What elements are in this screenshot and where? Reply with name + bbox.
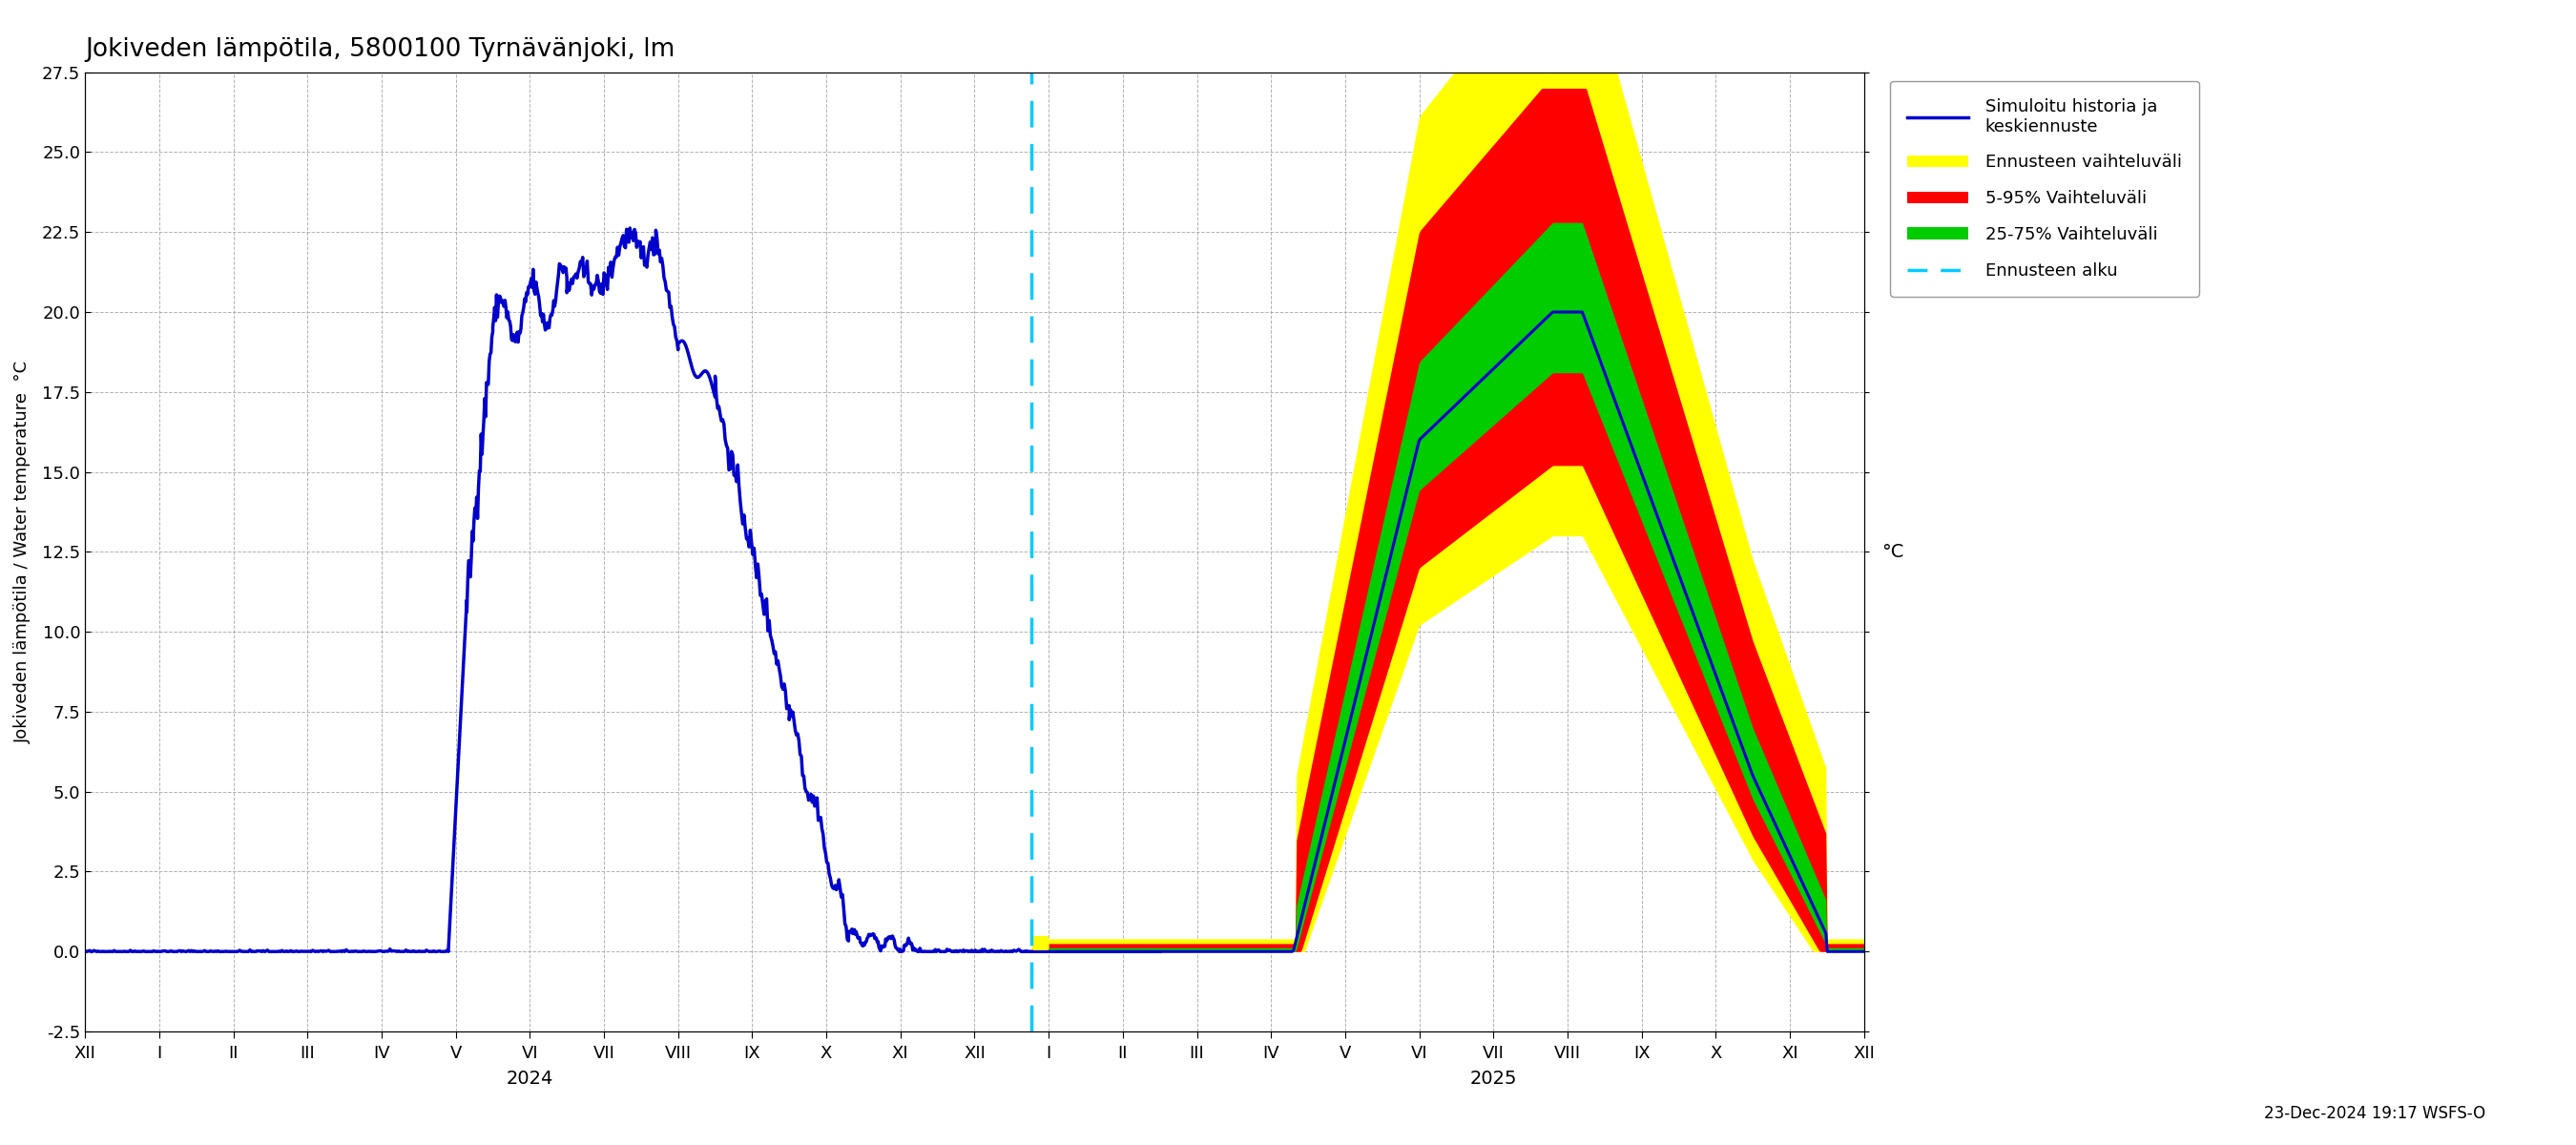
- Text: 23-Dec-2024 19:17 WSFS-O: 23-Dec-2024 19:17 WSFS-O: [2264, 1105, 2486, 1122]
- Text: 2025: 2025: [1471, 1069, 1517, 1088]
- Text: 2024: 2024: [507, 1069, 554, 1088]
- Y-axis label: °C: °C: [1883, 543, 1904, 561]
- Legend: Simuloitu historia ja
keskiennuste, Ennusteen vaihteluväli, 5-95% Vaihteluväli, : Simuloitu historia ja keskiennuste, Ennu…: [1891, 81, 2200, 297]
- Text: Jokiveden lämpötila, 5800100 Tyrnävänjoki, lm: Jokiveden lämpötila, 5800100 Tyrnävänjok…: [85, 37, 675, 62]
- Y-axis label: Jokiveden lämpötila / Water temperature  °C: Jokiveden lämpötila / Water temperature …: [15, 361, 31, 743]
